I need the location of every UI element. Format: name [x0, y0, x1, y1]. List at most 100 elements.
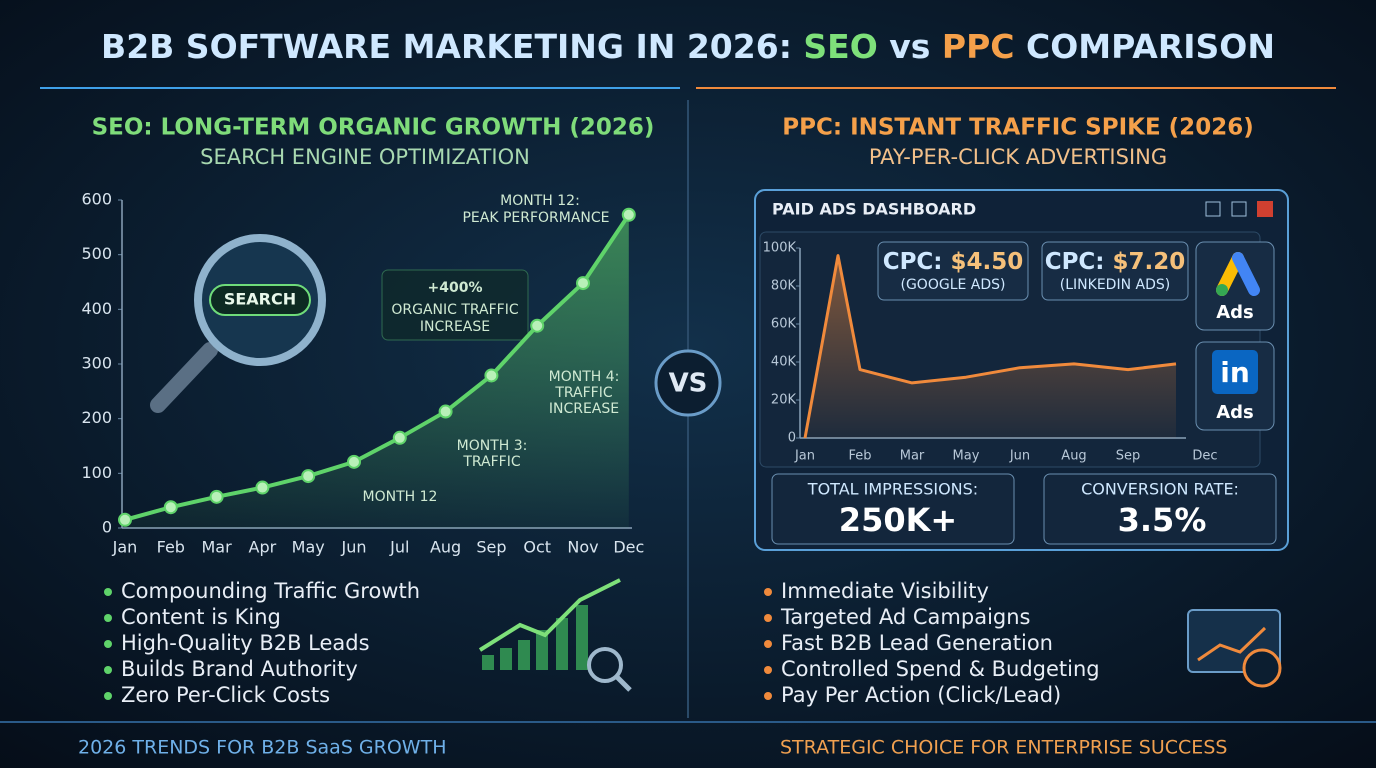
x-tick-label: Jul — [389, 538, 409, 557]
point — [621, 207, 636, 222]
x-tick-label: Aug — [430, 538, 461, 557]
bullet-dot — [104, 666, 112, 674]
ads-logo: Ads — [1195, 241, 1275, 331]
y-tick-label: 500 — [81, 244, 112, 263]
stat-value: 3.5% — [1118, 501, 1207, 539]
x-tick-label: Jan — [112, 538, 138, 557]
annotation: ORGANIC TRAFFIC — [391, 302, 519, 318]
x-tick-label: Feb — [157, 538, 185, 557]
x-tick-label: Feb — [848, 449, 871, 464]
cpc-prefix: CPC: — [1045, 249, 1105, 275]
point — [255, 480, 270, 495]
bullet-dot — [104, 692, 112, 700]
point — [163, 500, 178, 515]
cpc-value: CPC: $7.20 — [1045, 249, 1186, 275]
y-tick-label: 20K — [771, 393, 797, 408]
point — [392, 430, 407, 445]
x-tick-label: Sep — [476, 538, 506, 557]
budget-icon — [1187, 609, 1282, 688]
title: B2B SOFTWARE MARKETING IN 2026: SEO vs P… — [101, 27, 1275, 66]
annotation: INCREASE — [420, 319, 490, 335]
bullet-dot — [764, 640, 772, 648]
y-tick-label: 100K — [763, 241, 797, 256]
area — [125, 214, 629, 528]
bullet-dot — [764, 614, 772, 622]
subheading: SEARCH ENGINE OPTIMIZATION — [200, 145, 530, 169]
x-tick-label: May — [953, 449, 980, 464]
cpc-card: CPC: $7.20 (LINKEDIN ADS) — [1041, 241, 1189, 301]
x-tick-label: Oct — [523, 538, 551, 557]
bullet-text: Builds Brand Authority — [121, 657, 358, 681]
title-part: vs — [889, 27, 930, 66]
window-button[interactable] — [1231, 201, 1247, 217]
y-tick-label: 0 — [788, 431, 796, 446]
x-tick-label: Jun — [1009, 449, 1030, 464]
point — [530, 318, 545, 333]
growth-icon — [478, 578, 632, 692]
stat-value: 250K+ — [839, 501, 957, 539]
x-tick-label: Jan — [794, 449, 815, 464]
annotation: MONTH 3: — [457, 438, 528, 454]
ads-label: Ads — [1216, 402, 1254, 423]
bullet-dot — [104, 640, 112, 648]
point — [576, 276, 590, 291]
y-tick-label: 0 — [102, 518, 112, 537]
y-tick-label: 100 — [81, 463, 112, 482]
stat-label: TOTAL IMPRESSIONS: — [807, 480, 978, 499]
title-part: B2B SOFTWARE MARKETING IN 2026: — [101, 27, 792, 66]
bullet-dot — [764, 588, 772, 596]
title-part: SEO — [803, 27, 877, 66]
bullet-dot — [764, 666, 772, 674]
point — [301, 469, 316, 484]
cpc-prefix: CPC: — [883, 249, 943, 275]
point — [209, 489, 224, 504]
x-tick-label: Aug — [1061, 449, 1086, 464]
y-tick-label: 80K — [771, 279, 797, 294]
ads-logo: in Ads — [1195, 341, 1275, 431]
search-icon: SEARCH — [150, 234, 326, 413]
bullet-text: Controlled Spend & Budgeting — [781, 657, 1100, 681]
annotation: PEAK PERFORMANCE — [462, 210, 609, 226]
annotation: TRAFFIC — [554, 385, 613, 401]
x-tick-label: Mar — [202, 538, 233, 557]
bullet-text: High-Quality B2B Leads — [121, 631, 370, 655]
stat-label: CONVERSION RATE: — [1081, 480, 1239, 499]
ads-label: Ads — [1216, 302, 1254, 323]
cpc-card: CPC: $4.50 (GOOGLE ADS) — [877, 241, 1029, 301]
y-tick-label: 400 — [81, 299, 112, 318]
search-label: SEARCH — [224, 290, 296, 309]
footer-text: 2026 TRENDS FOR B2B SaaS GROWTH — [78, 737, 446, 759]
cpc-label: (LINKEDIN ADS) — [1060, 277, 1170, 293]
heading: SEO: LONG-TERM ORGANIC GROWTH (2026) — [92, 115, 655, 141]
cpc-label: (GOOGLE ADS) — [901, 277, 1006, 293]
vs-label: VS — [669, 369, 708, 399]
bullet-text: Immediate Visibility — [781, 579, 989, 603]
bullet-text: Content is King — [121, 605, 281, 629]
x-tick-label: Apr — [249, 538, 277, 557]
point — [118, 512, 132, 527]
window-button[interactable] — [1205, 201, 1221, 217]
y-tick-label: 600 — [81, 190, 112, 209]
x-tick-label: Sep — [1116, 449, 1141, 464]
point — [438, 404, 453, 419]
x-tick-label: Dec — [613, 538, 644, 557]
point — [347, 454, 361, 469]
y-tick-label: 60K — [771, 317, 797, 332]
bullet-text: Zero Per-Click Costs — [121, 683, 330, 707]
title-part: PPC — [942, 27, 1015, 66]
annotation: TRAFFIC — [462, 454, 521, 470]
annotation: INCREASE — [549, 401, 619, 417]
bullet-text: Pay Per Action (Click/Lead) — [781, 683, 1061, 707]
annotation: MONTH 12 — [363, 489, 438, 505]
cpc-amount: $7.20 — [1113, 249, 1186, 275]
title-part: COMPARISON — [1026, 27, 1275, 66]
bullet-dot — [764, 692, 772, 700]
line — [124, 213, 631, 522]
annotation: +400% — [428, 280, 483, 296]
annotation: MONTH 12: — [500, 193, 580, 209]
window-button[interactable] — [1257, 201, 1273, 217]
stat-card: TOTAL IMPRESSIONS: 250K+ — [771, 473, 1015, 545]
bullet-dot — [104, 614, 112, 622]
area — [805, 255, 1176, 438]
footer-text: STRATEGIC CHOICE FOR ENTERPRISE SUCCESS — [780, 737, 1227, 759]
